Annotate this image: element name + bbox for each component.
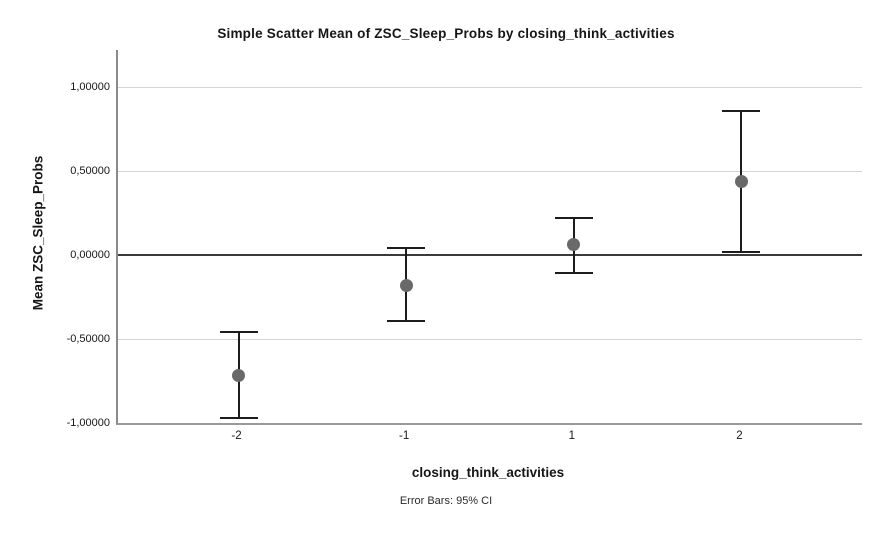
zero-reference-line <box>118 254 862 256</box>
x-tick-label: -1 <box>399 430 410 442</box>
error-bar-cap-top <box>554 217 593 220</box>
mean-marker <box>399 278 413 292</box>
x-tick-label: 2 <box>736 430 743 442</box>
mean-marker <box>734 174 748 188</box>
error-bars-caption: Error Bars: 95% CI <box>399 495 493 507</box>
gridline <box>118 171 862 172</box>
x-axis-title: closing_think_activities <box>411 465 565 480</box>
error-bar-cap-top <box>387 247 426 250</box>
gridline <box>118 87 862 88</box>
chart-title: Simple Scatter Mean of ZSC_Sleep_Probs b… <box>217 26 675 41</box>
y-tick-label: 0,00000 <box>70 249 110 261</box>
y-tick-label: -0,50000 <box>66 333 110 345</box>
x-tick-label: 1 <box>568 430 575 442</box>
plot-area <box>116 50 862 425</box>
error-bar-cap-top <box>722 109 761 112</box>
error-bar-cap-bottom <box>219 416 258 419</box>
y-tick-label: 0,50000 <box>70 165 110 177</box>
error-bar-cap-bottom <box>387 319 426 322</box>
y-tick-label: -1,00000 <box>66 417 110 429</box>
x-tick-label: -2 <box>231 430 242 442</box>
y-axis-title: Mean ZSC_Sleep_Probs <box>30 155 46 311</box>
error-bar-cap-top <box>219 331 258 334</box>
gridline <box>118 339 862 340</box>
error-bar-cap-bottom <box>554 272 593 275</box>
mean-marker <box>232 369 246 383</box>
error-bar-cap-bottom <box>722 250 761 253</box>
y-tick-label: 1,00000 <box>70 81 110 93</box>
mean-marker <box>567 238 581 252</box>
